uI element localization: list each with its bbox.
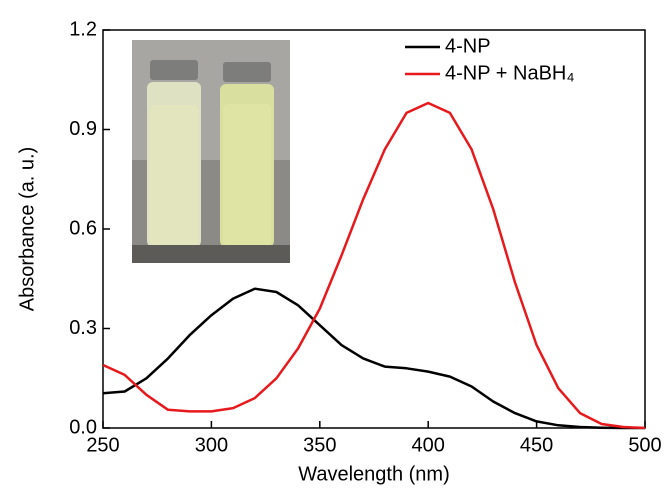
y-tick-label: 0.0 — [69, 416, 97, 438]
y-tick-label: 0.9 — [69, 118, 97, 140]
legend-label: 4-NP — [445, 35, 491, 57]
x-axis-label: Wavelength (nm) — [298, 463, 450, 485]
series-line — [102, 101, 646, 430]
x-tick-label: 400 — [412, 434, 445, 456]
x-tick-label: 500 — [628, 434, 661, 456]
y-axis-label: Absorbance (a. u.) — [16, 147, 38, 312]
y-tick-label: 1.2 — [69, 18, 97, 40]
legend-label: 4-NP + NaBH₄ — [445, 62, 575, 84]
y-tick-label: 0.6 — [69, 217, 97, 239]
series-line — [102, 287, 645, 430]
x-tick-label: 300 — [195, 434, 228, 456]
y-tick-label: 0.3 — [69, 317, 97, 339]
x-tick-label: 350 — [303, 434, 336, 456]
x-tick-label: 250 — [86, 434, 119, 456]
inset-photo — [132, 40, 290, 263]
x-tick-label: 450 — [520, 434, 553, 456]
